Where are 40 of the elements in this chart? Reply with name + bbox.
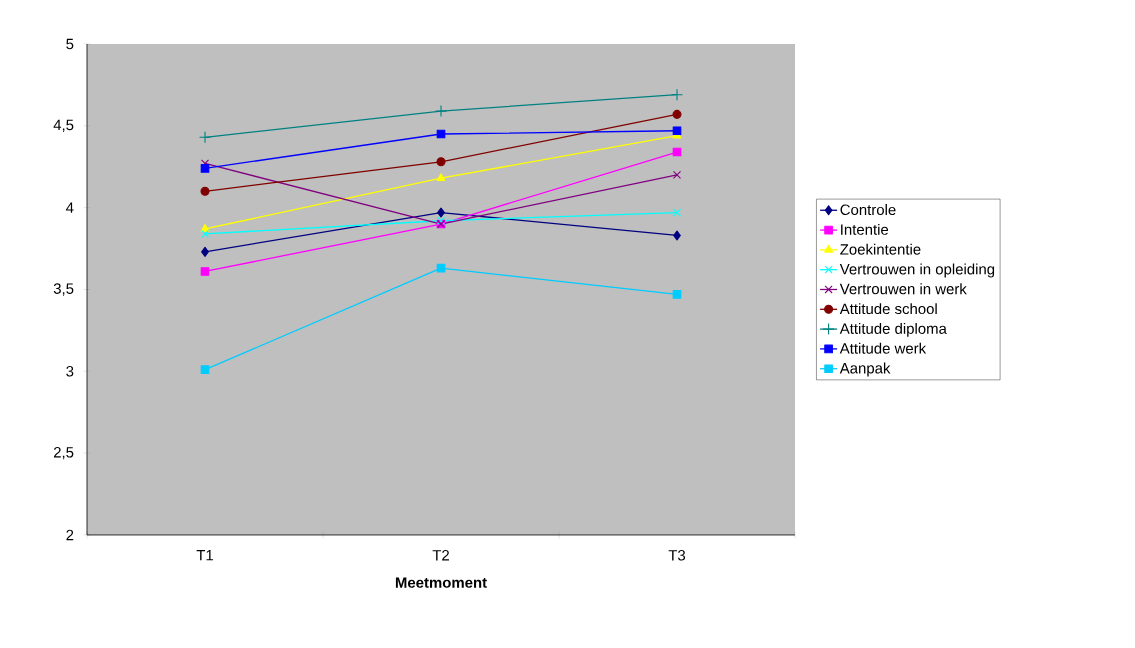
point — [672, 208, 682, 217]
y-tick-label: 2 — [66, 529, 74, 541]
point — [672, 290, 682, 299]
point — [436, 173, 446, 181]
point — [200, 229, 210, 238]
legend-label: Intentie — [841, 223, 889, 235]
point — [436, 216, 446, 225]
point — [436, 263, 446, 273]
legend-label: Attitude school — [839, 303, 937, 315]
point — [672, 109, 682, 119]
x-tick-label: T1 — [196, 550, 213, 561]
point — [672, 126, 682, 136]
legend-label: Zoekintentie — [840, 243, 921, 255]
point — [434, 105, 448, 118]
y-tick-label: 4 — [66, 202, 74, 213]
point — [670, 88, 684, 101]
point — [673, 230, 681, 241]
point — [198, 131, 212, 144]
y-tick-label: 2,5 — [53, 446, 74, 460]
point — [201, 246, 209, 257]
x-tick-label: T2 — [432, 550, 449, 561]
y-tick-label: 3 — [66, 366, 74, 377]
point — [200, 186, 210, 196]
legend-label: Vertrouwen in opleiding — [839, 263, 995, 278]
x-tick-label: T3 — [668, 550, 686, 561]
legend-label: Aanpak — [839, 362, 891, 377]
legend-label: Attitude werk — [839, 342, 927, 354]
point — [200, 365, 210, 375]
point — [200, 267, 210, 276]
y-tick-label: 4,5 — [53, 119, 74, 132]
x-axis-title: Meetmoment — [395, 577, 487, 588]
y-tick-label: 3,5 — [53, 283, 74, 296]
legend-label: Vertrouwen in werk — [839, 283, 967, 295]
y-tick-label: 5 — [66, 38, 74, 50]
point — [672, 170, 682, 179]
point — [437, 207, 445, 218]
point — [200, 164, 210, 173]
point — [436, 157, 446, 167]
legend-label: Controle — [840, 204, 896, 216]
legend-label: Attitude diploma — [839, 322, 947, 337]
